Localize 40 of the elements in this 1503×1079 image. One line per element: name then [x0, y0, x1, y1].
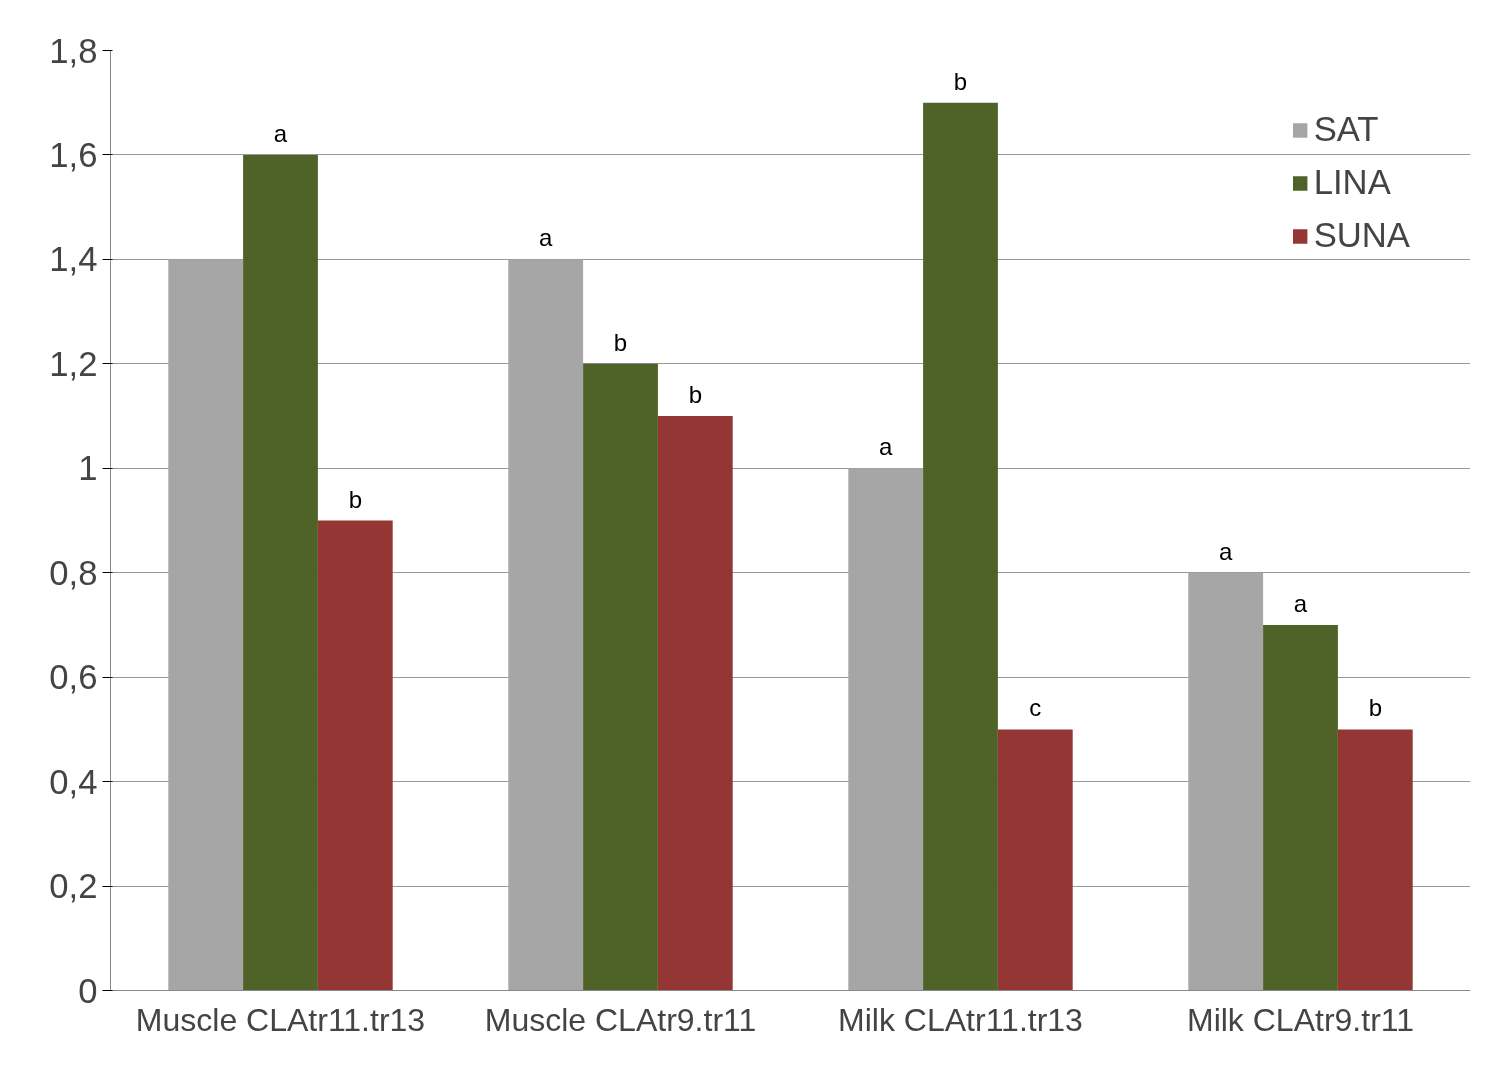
data-label: a [1293, 589, 1308, 617]
bar [508, 259, 584, 991]
data-label: b [953, 67, 968, 95]
data-label: a [273, 119, 288, 147]
x-tick-label: Milk CLAtr9.tr11 [1186, 1001, 1415, 1038]
x-tick-label: Muscle CLAtr9.tr11 [484, 1001, 757, 1038]
bar [1337, 729, 1413, 991]
bar [1263, 624, 1338, 991]
data-label: b [688, 381, 702, 409]
y-tick-label: 1 [78, 449, 98, 488]
y-tick-label: 1,6 [49, 135, 98, 174]
bar [997, 729, 1073, 991]
y-tick-label: 0,8 [49, 553, 98, 592]
y-tick-label: 1,4 [49, 240, 98, 279]
bar [1188, 572, 1264, 991]
data-label: a [1219, 537, 1234, 565]
x-tick-label: Milk CLAtr11.tr13 [838, 1001, 1083, 1038]
data-label: b [613, 328, 628, 356]
x-tick-label: Muscle CLAtr11.tr13 [135, 1001, 426, 1038]
data-label: c [1029, 694, 1042, 722]
y-tick-label: 1,2 [49, 344, 98, 383]
bar [168, 259, 244, 991]
data-label: b [1368, 694, 1382, 722]
data-label: b [348, 485, 362, 513]
legend-label: LINA [1313, 163, 1391, 202]
y-tick-label: 0,4 [49, 762, 98, 801]
legend-label: SAT [1313, 110, 1379, 149]
bar [923, 102, 998, 991]
data-label: a [539, 224, 554, 252]
data-label: a [879, 433, 894, 461]
bar [657, 416, 733, 991]
y-tick-label: 1,8 [49, 31, 98, 70]
y-tick-label: 0,2 [49, 867, 98, 906]
legend-label: SUNA [1313, 216, 1410, 255]
bar [583, 363, 658, 991]
y-tick-label: 0,6 [49, 658, 98, 697]
y-tick-label: 0 [78, 971, 98, 1010]
bar [317, 520, 393, 991]
bar [848, 468, 924, 991]
bar [243, 154, 318, 991]
